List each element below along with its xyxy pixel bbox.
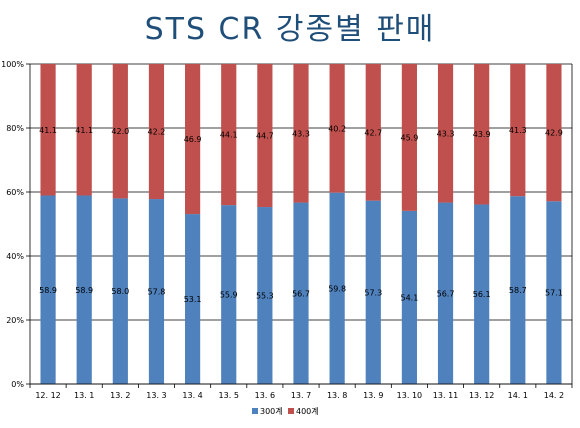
bar-series2 xyxy=(365,64,381,201)
x-tick-label: 13. 2 xyxy=(110,391,130,400)
data-labels: 58.9 41.1 58.9 41.1 58.0 42.0 57.8 42.2 53.1 46.9… xyxy=(39,124,563,304)
bar-series2 xyxy=(437,64,454,203)
data-label: 43.3 xyxy=(437,129,455,138)
bar-series1 xyxy=(546,201,562,384)
y-tick-label: 40% xyxy=(6,252,24,261)
data-label: 46.9 xyxy=(184,135,202,144)
data-label: 57.8 xyxy=(148,288,166,297)
x-axis: 12. 12 13. 1 13. 2 13. 3 13. 4 13. 5 13. 6 13. … xyxy=(29,383,573,400)
data-label: 41.3 xyxy=(509,126,527,135)
x-tick-label: 13. 11 xyxy=(433,391,458,400)
bar-series1 xyxy=(257,207,273,384)
bar-series1 xyxy=(293,202,309,384)
data-label: 58.0 xyxy=(111,287,129,296)
data-label: 42.7 xyxy=(364,128,382,137)
bar-series2 xyxy=(76,64,92,196)
data-label: 42.2 xyxy=(148,128,166,137)
x-tick-label: 14. 1 xyxy=(508,391,528,400)
bar-series1 xyxy=(40,195,56,384)
data-label: 58.9 xyxy=(39,286,57,295)
data-label: 42.9 xyxy=(545,129,563,138)
x-tick-label: 13. 9 xyxy=(363,391,383,400)
bar-series1 xyxy=(148,199,165,384)
bar-series2 xyxy=(221,64,237,206)
x-tick-label: 13. 6 xyxy=(255,391,275,400)
y-tick-label: 20% xyxy=(6,316,24,325)
x-tick-label: 13. 3 xyxy=(146,391,166,400)
bar-series1 xyxy=(365,200,381,384)
bars xyxy=(40,64,562,384)
data-label: 56.7 xyxy=(437,289,455,298)
x-tick-label: 12. 12 xyxy=(35,391,60,400)
bar-series1 xyxy=(401,210,417,384)
x-tick-label: 13. 12 xyxy=(469,391,494,400)
x-tick-label: 13. 7 xyxy=(291,391,311,400)
data-label: 57.1 xyxy=(545,289,563,298)
data-label: 57.3 xyxy=(364,288,382,297)
data-label: 44.7 xyxy=(256,132,274,141)
data-label: 56.7 xyxy=(292,289,310,298)
bar-series2 xyxy=(510,64,526,197)
bar-series1 xyxy=(437,202,454,384)
bar-series1 xyxy=(329,192,345,384)
y-tick-label: 100% xyxy=(1,60,24,69)
bar-series1 xyxy=(474,204,490,384)
bar-series1 xyxy=(112,198,128,384)
y-tick-label: 0% xyxy=(11,380,24,389)
y-tick-label: 80% xyxy=(6,124,24,133)
y-tick-label: 60% xyxy=(6,188,24,197)
bar-series2 xyxy=(293,64,309,203)
bar-series2 xyxy=(40,64,56,196)
data-label: 43.3 xyxy=(292,129,310,138)
legend-swatch xyxy=(252,408,258,414)
x-tick-label: 13. 8 xyxy=(327,391,347,400)
data-label: 53.1 xyxy=(184,295,202,304)
x-tick-label: 13. 4 xyxy=(182,391,202,400)
legend-swatch xyxy=(288,408,294,414)
x-tick-label: 13. 5 xyxy=(219,391,239,400)
x-tick-label: 13. 1 xyxy=(74,391,94,400)
data-label: 59.8 xyxy=(328,284,346,293)
bar-series1 xyxy=(76,195,92,384)
data-label: 45.9 xyxy=(400,133,418,142)
data-label: 56.1 xyxy=(473,290,491,299)
bar-series2 xyxy=(185,64,201,215)
data-label: 58.9 xyxy=(75,286,93,295)
data-label: 58.7 xyxy=(509,286,527,295)
bar-series2 xyxy=(474,64,490,205)
data-label: 42.0 xyxy=(111,127,129,136)
legend-label: 400계 xyxy=(296,406,319,416)
data-label: 55.3 xyxy=(256,292,274,301)
bar-series1 xyxy=(185,214,201,384)
data-label: 55.9 xyxy=(220,291,238,300)
y-axis: 0% 20% 40% 60% 80% 100% xyxy=(1,60,573,389)
stacked-bar-chart: 0% 20% 40% 60% 80% 100% 58.9 41.1 58.9 41.1 58.0 4… xyxy=(1,60,573,416)
x-tick-label: 13. 10 xyxy=(397,391,422,400)
bar-series1 xyxy=(510,196,526,384)
bar-series2 xyxy=(546,64,562,202)
bar-series2 xyxy=(148,64,165,200)
data-label: 41.1 xyxy=(75,126,93,135)
data-label: 44.1 xyxy=(220,131,238,140)
x-tick-label: 14. 2 xyxy=(544,391,564,400)
legend-label: 300계 xyxy=(260,406,283,416)
data-label: 43.9 xyxy=(473,130,491,139)
bar-series2 xyxy=(401,64,417,211)
data-label: 54.1 xyxy=(400,293,418,302)
chart-title: STS CR 강종별 판매 xyxy=(144,12,436,47)
legend: 300계 400계 xyxy=(252,406,319,416)
bar-series1 xyxy=(221,205,237,384)
bar-series2 xyxy=(257,64,273,208)
bar-series2 xyxy=(329,64,345,193)
bar-series2 xyxy=(112,64,128,199)
data-label: 40.2 xyxy=(328,124,346,133)
data-label: 41.1 xyxy=(39,126,57,135)
